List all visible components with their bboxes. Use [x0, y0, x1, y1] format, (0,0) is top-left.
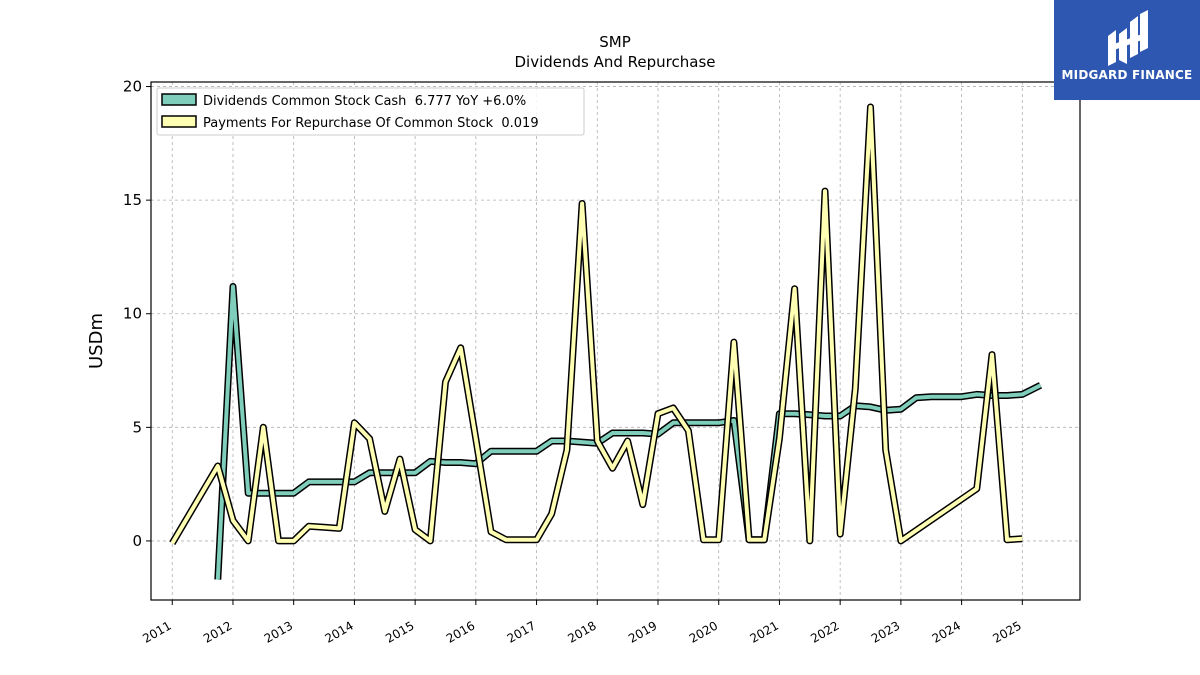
legend-label-dividends: Dividends Common Stock Cash 6.777 YoY +6… — [203, 94, 526, 109]
x-tick-label: 2023 — [869, 618, 902, 645]
y-tick-label: 10 — [123, 305, 142, 323]
y-axis-label: USDm — [86, 313, 107, 369]
x-ticks: 2011 2012 2013 2014 2015 2016 2017 2018 2019 2020… — [140, 600, 1024, 646]
y-tick-label: 0 — [132, 532, 142, 550]
x-tick-label: 2017 — [505, 618, 538, 645]
brand-logo: MIDGARD FINANCE — [1054, 0, 1200, 100]
x-tick-label: 2013 — [262, 618, 295, 645]
axes-frame — [150, 81, 1081, 601]
series-line-repurchase — [170, 105, 1023, 545]
y-ticks: 0 5 10 15 20 — [123, 78, 151, 550]
legend-box — [156, 87, 585, 136]
x-tick-label: 2021 — [747, 618, 780, 645]
y-tick-label: 15 — [123, 191, 142, 209]
x-tick-label: 2016 — [444, 618, 477, 645]
x-tick-label: 2022 — [808, 618, 841, 645]
legend: Dividends Common Stock Cash 6.777 YoY +6… — [156, 87, 585, 136]
x-tick-label: 2015 — [383, 618, 416, 645]
y-tick-label: 20 — [123, 78, 142, 96]
x-tick-label: 2012 — [201, 618, 234, 645]
legend-swatch-dividends — [161, 93, 197, 106]
x-tick-label: 2025 — [990, 618, 1023, 645]
x-tick-label: 2018 — [565, 618, 598, 645]
midgard-logo-icon — [1108, 10, 1148, 66]
grid-layer — [151, 82, 1080, 600]
legend-swatch-repurchase — [161, 115, 197, 128]
x-tick-label: 2011 — [140, 618, 173, 645]
x-tick-label: 2020 — [687, 618, 720, 645]
series-layer — [169, 103, 1043, 580]
x-tick-label: 2024 — [930, 618, 963, 645]
legend-label-repurchase: Payments For Repurchase Of Common Stock … — [203, 116, 539, 131]
x-tick-label: 2019 — [626, 618, 659, 645]
y-tick-label: 5 — [132, 418, 142, 436]
chart-subtitle: Dividends And Repurchase — [514, 53, 715, 71]
chart-title: SMP — [599, 33, 631, 51]
brand-logo-text: MIDGARD FINANCE — [1061, 68, 1193, 82]
series-line-dividends — [215, 284, 1042, 580]
x-tick-label: 2014 — [322, 618, 355, 645]
